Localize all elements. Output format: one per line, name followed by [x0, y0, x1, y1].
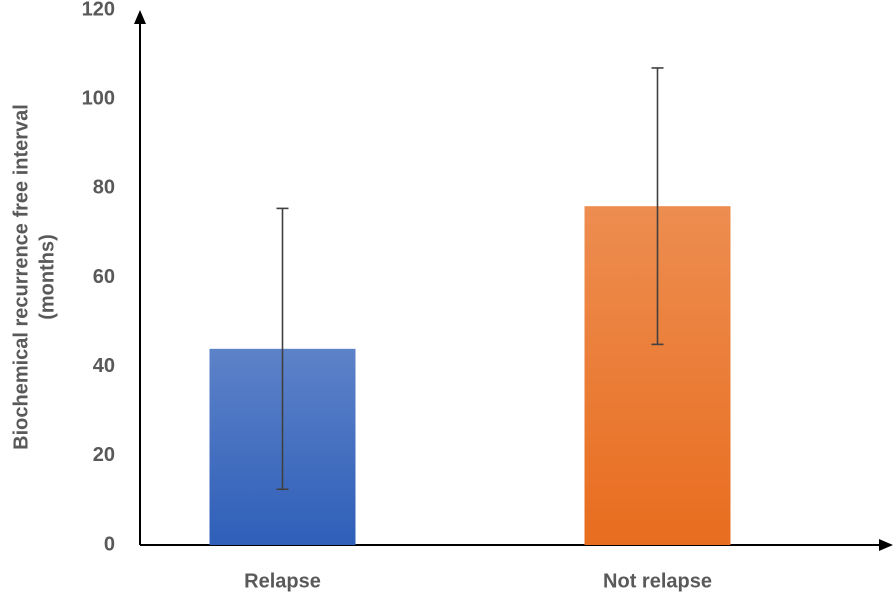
y-axis-arrow [134, 10, 146, 24]
y-tick-label: 20 [93, 444, 115, 466]
y-tick-label: 80 [93, 177, 115, 199]
y-axis-label: Biochemical recurrence free interval [10, 104, 32, 450]
x-axis-arrow [879, 539, 893, 551]
y-tick-label: 0 [104, 533, 115, 555]
y-axis-label: (months) [36, 234, 58, 320]
x-tick-label: Relapse [244, 570, 321, 592]
x-tick-label: Not relapse [603, 570, 712, 592]
y-tick-label: 60 [93, 266, 115, 288]
y-tick-label: 100 [82, 87, 115, 109]
y-tick-label: 120 [82, 0, 115, 20]
y-tick-label: 40 [93, 355, 115, 377]
